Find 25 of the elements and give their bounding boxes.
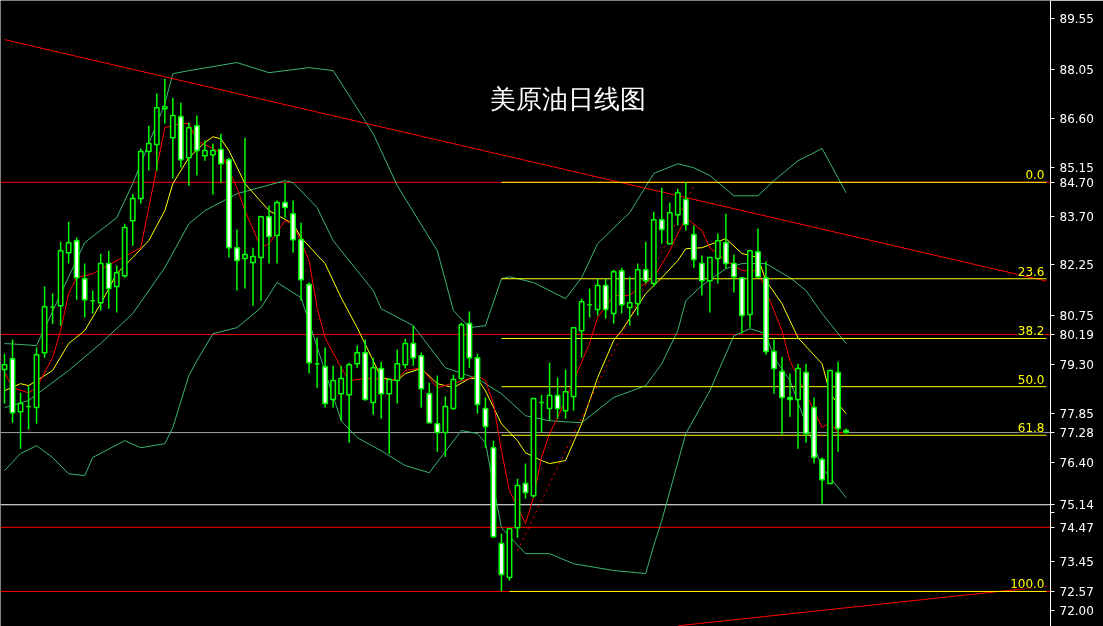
y-tick-label: 79.30	[1059, 357, 1094, 372]
series-label: 50.0	[1017, 372, 1045, 387]
y-tick-label: 72.00	[1059, 604, 1094, 619]
series-label: 23.6	[1017, 264, 1045, 279]
y-tick-label: 83.70	[1059, 209, 1094, 224]
ref-line-label: 75.14	[1059, 498, 1094, 513]
text: 美原油日线图	[489, 83, 646, 114]
series-label: 100.0	[1010, 577, 1045, 592]
ref-line-label: 74.47	[1059, 520, 1094, 535]
series-label: 61.8	[1017, 421, 1045, 436]
series-label: 38.2	[1017, 324, 1045, 339]
ref-line-label: 80.19	[1059, 327, 1094, 342]
series-label: 0.0	[1025, 168, 1045, 183]
ref-line-label: 84.70	[1059, 175, 1094, 190]
y-tick-label: 85.15	[1059, 160, 1094, 175]
y-tick-label: 80.75	[1059, 309, 1094, 324]
ref-line-label: 77.28	[1059, 426, 1094, 441]
y-tick-label: 82.25	[1059, 258, 1094, 273]
y-tick-label: 89.55	[1059, 12, 1094, 27]
y-tick-label: 76.40	[1059, 455, 1094, 470]
ref-line-label: 72.57	[1059, 584, 1094, 599]
y-tick-label: 88.05	[1059, 62, 1094, 77]
y-tick-label: 73.45	[1059, 555, 1094, 570]
y-tick-label: 86.60	[1059, 111, 1094, 126]
y-tick-label: 77.85	[1059, 406, 1094, 421]
